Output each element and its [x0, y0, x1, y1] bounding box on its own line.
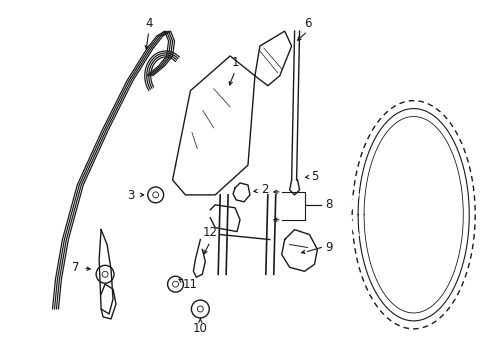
Text: 6: 6 [303, 17, 311, 30]
Text: 12: 12 [203, 226, 217, 239]
Text: 1: 1 [231, 57, 238, 69]
Text: 2: 2 [261, 184, 268, 197]
Text: 11: 11 [183, 278, 198, 291]
Text: 7: 7 [71, 261, 79, 274]
Text: 3: 3 [127, 189, 134, 202]
Text: 10: 10 [192, 322, 207, 336]
Text: 9: 9 [325, 241, 332, 254]
Text: 5: 5 [310, 170, 318, 183]
Text: 4: 4 [145, 17, 152, 30]
Text: 8: 8 [325, 198, 332, 211]
